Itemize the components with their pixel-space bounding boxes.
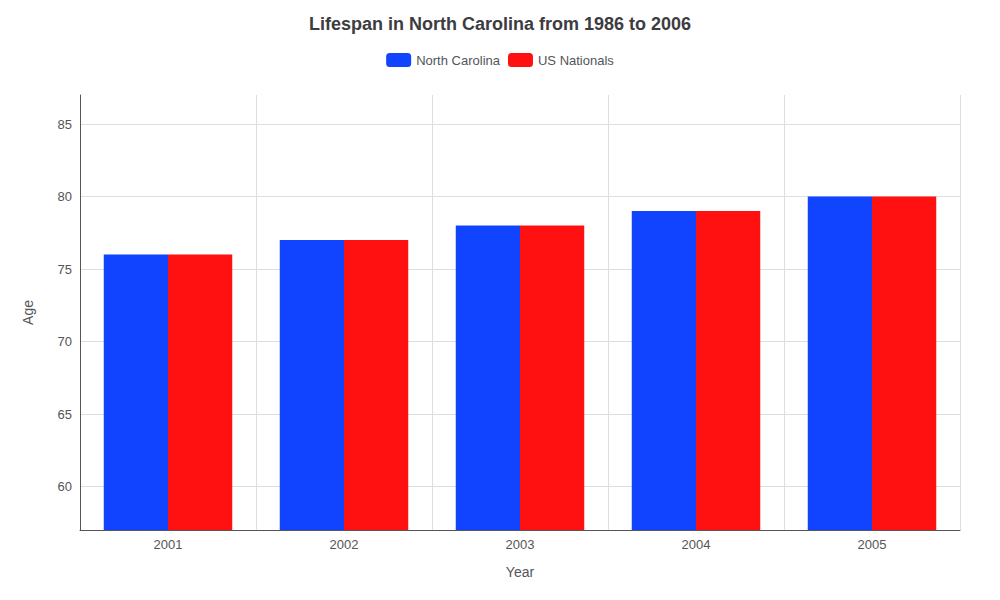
svg-text:North Carolina: North Carolina [416,53,501,68]
svg-text:2001: 2001 [154,537,183,552]
svg-text:2004: 2004 [682,537,711,552]
svg-text:60: 60 [58,479,72,494]
svg-text:80: 80 [58,189,72,204]
svg-text:75: 75 [58,262,72,277]
svg-text:2003: 2003 [506,537,535,552]
svg-text:Age: Age [20,300,36,325]
svg-text:65: 65 [58,407,72,422]
svg-text:2002: 2002 [330,537,359,552]
svg-text:85: 85 [58,117,72,132]
svg-text:2005: 2005 [858,537,887,552]
svg-text:70: 70 [58,334,72,349]
svg-text:US Nationals: US Nationals [538,53,614,68]
svg-text:Lifespan in North Carolina fro: Lifespan in North Carolina from 1986 to … [309,14,691,34]
svg-text:Year: Year [506,564,535,580]
